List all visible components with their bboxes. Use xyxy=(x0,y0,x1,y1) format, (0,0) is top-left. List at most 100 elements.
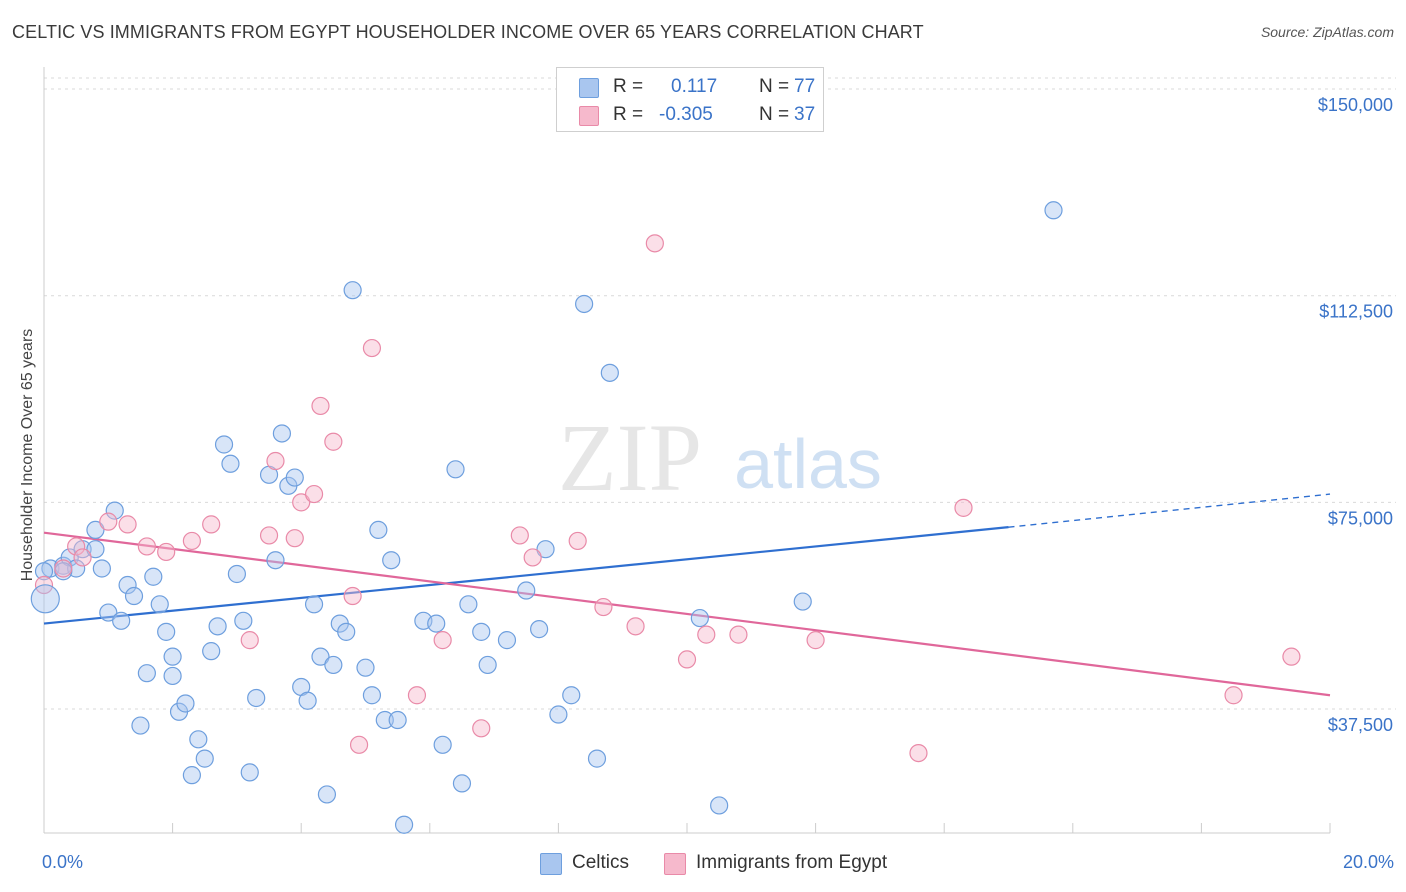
celtics-point xyxy=(433,735,452,754)
egypt-point xyxy=(285,529,304,548)
egypt-point xyxy=(157,542,176,562)
celtics-point xyxy=(1044,201,1063,220)
celtics-point xyxy=(497,631,517,650)
egypt-point xyxy=(523,548,542,567)
r-label: R = xyxy=(613,104,644,125)
celtics-point xyxy=(285,468,304,487)
celtics-point xyxy=(99,603,118,622)
egypt-point xyxy=(324,432,343,451)
celtics-point xyxy=(427,614,446,633)
egypt-legend-swatch xyxy=(664,853,686,875)
x-tick-max: 20.0% xyxy=(1342,852,1394,872)
celtics-point xyxy=(118,575,137,595)
celtics-point xyxy=(247,688,266,708)
egypt-point xyxy=(697,625,716,644)
egypt-point xyxy=(1282,647,1301,666)
r-label: R = xyxy=(613,76,644,97)
egypt-point xyxy=(909,743,928,763)
egypt-point xyxy=(292,493,311,512)
celtics-point xyxy=(92,559,111,578)
egypt-point xyxy=(1224,686,1243,705)
celtics-point xyxy=(343,281,362,300)
celtics-point xyxy=(157,622,176,641)
celtics-point xyxy=(150,595,169,614)
celtics-point xyxy=(304,595,324,614)
celtics-point xyxy=(86,540,105,559)
celtics-point xyxy=(240,763,259,782)
watermark: ZIP atlas xyxy=(558,404,882,511)
celtics-point xyxy=(710,796,729,815)
watermark-atlas: atlas xyxy=(734,425,882,503)
celtics-point xyxy=(793,592,812,611)
n-value: 37 xyxy=(794,104,816,125)
chart-title: CELTIC VS IMMIGRANTS FROM EGYPT HOUSEHOL… xyxy=(12,22,924,42)
egypt-point xyxy=(677,650,697,669)
watermark-zip: ZIP xyxy=(558,404,702,511)
celtics-point xyxy=(163,666,182,686)
celtics-point xyxy=(227,564,246,584)
celtics-point xyxy=(105,501,124,520)
celtics-point xyxy=(587,749,607,768)
egypt-point xyxy=(304,484,324,504)
egypt-point xyxy=(594,597,613,617)
celtics-point xyxy=(112,611,131,630)
celtics-point xyxy=(317,785,337,804)
egypt-point xyxy=(472,719,491,738)
egypt-point xyxy=(362,338,382,358)
celtics-point xyxy=(124,586,144,606)
celtics-point xyxy=(362,686,382,705)
egypt-point xyxy=(259,526,279,545)
celtics-trend-extension xyxy=(1008,493,1331,528)
r-value: 0.117 xyxy=(671,76,718,97)
celtics-swatch xyxy=(579,78,599,98)
legend-label: Immigrants from Egypt xyxy=(696,852,888,873)
celtics-point xyxy=(137,664,156,683)
celtics-point xyxy=(324,655,343,675)
celtics-point xyxy=(549,705,568,724)
egypt-swatch xyxy=(579,106,599,126)
egypt-point xyxy=(311,396,330,416)
egypt-point xyxy=(626,617,645,636)
celtics-point xyxy=(356,658,375,677)
celtics-point xyxy=(536,540,555,559)
egypt-point xyxy=(729,625,748,644)
celtics-point xyxy=(189,730,208,749)
celtics-point xyxy=(600,363,619,382)
egypt-point xyxy=(137,537,156,556)
n-label: N = xyxy=(759,76,790,97)
celtics-point xyxy=(517,581,536,600)
r-value: -0.305 xyxy=(659,104,713,125)
egypt-point xyxy=(54,559,73,578)
celtics-legend-swatch xyxy=(540,853,562,875)
celtics-point xyxy=(86,520,105,540)
celtics-point xyxy=(208,617,227,636)
stats-legend: R = 0.117 N = 77 R = -0.305 N = 37 xyxy=(556,67,824,132)
y-tick-label: $112,500 xyxy=(1319,302,1393,322)
celtics-point xyxy=(311,647,330,666)
celtics-trend-line xyxy=(43,526,1009,625)
egypt-point xyxy=(266,451,285,471)
x-tick-min: 0.0% xyxy=(42,852,84,872)
n-value: 77 xyxy=(794,76,816,97)
n-label: N = xyxy=(759,104,790,125)
celtics-point xyxy=(337,622,356,641)
egypt-point xyxy=(349,735,369,754)
celtics-point xyxy=(234,611,253,630)
celtics-point xyxy=(266,551,285,570)
legend-label: Celtics xyxy=(572,852,630,873)
egypt-point xyxy=(510,526,529,545)
egypt-point xyxy=(73,548,92,567)
source-label: Source: ZipAtlas.com xyxy=(1260,24,1394,40)
celtics-point xyxy=(34,562,54,581)
egypt-point xyxy=(343,586,362,606)
y-tick-labels: $37,500 $75,000 $112,500 $150,000 xyxy=(1318,95,1393,735)
celtics-point xyxy=(562,686,581,705)
grid-lines xyxy=(44,77,1396,710)
egypt-point xyxy=(182,531,201,551)
celtics-point xyxy=(298,691,317,710)
egypt-point xyxy=(118,515,137,534)
celtics-point xyxy=(195,749,214,768)
egypt-point xyxy=(99,512,118,531)
egypt-point xyxy=(433,631,452,650)
